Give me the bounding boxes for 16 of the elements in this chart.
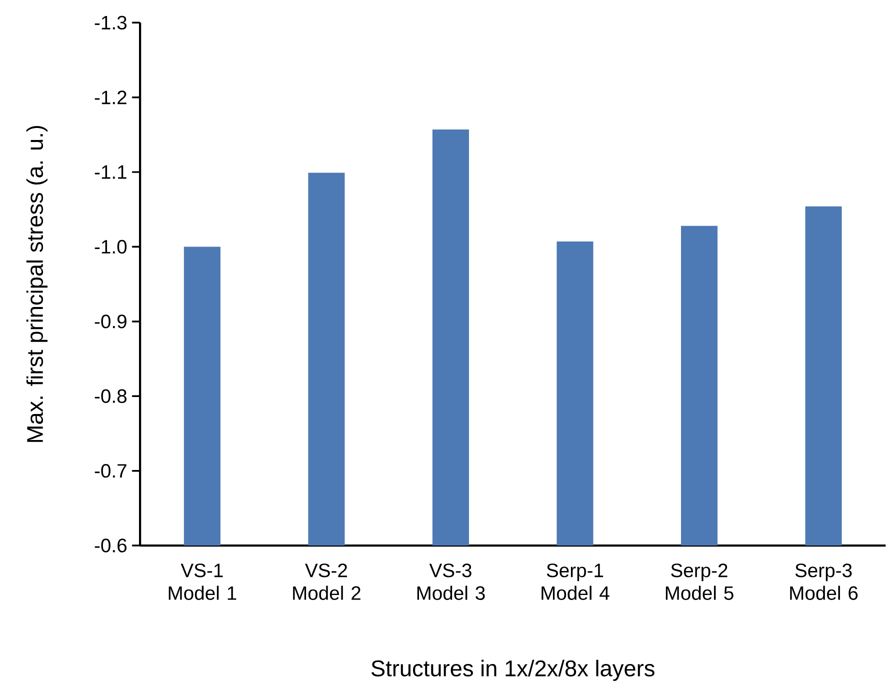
x-tick-label: Serp-2 Model 5 [666,563,734,600]
y-tick-label: -0.7 [94,464,126,478]
y-tick-label: -1.3 [94,16,126,30]
x-tick-label: VS-3 Model 3 [417,563,485,600]
x-axis-title: Structures in 1x/2x/8x layers [371,660,654,681]
y-tick-label: -1.2 [94,90,126,104]
y-tick-label: -1.0 [94,240,127,254]
x-tick-label: Serp-3 Model 6 [790,563,858,600]
x-tick-label: VS-2 Model 2 [293,563,360,600]
x-tick-label: Serp-1 Model 4 [542,563,610,600]
y-tick-label: -0.9 [94,314,126,328]
y-tick-label: -1.1 [94,165,126,179]
y-axis-title: Max. first principal stress (a. u.) [26,126,48,442]
y-tick-label: -0.8 [94,389,126,403]
y-tick-label: -0.6 [94,538,126,552]
x-tick-label: VS-1 Model 1 [168,563,236,600]
